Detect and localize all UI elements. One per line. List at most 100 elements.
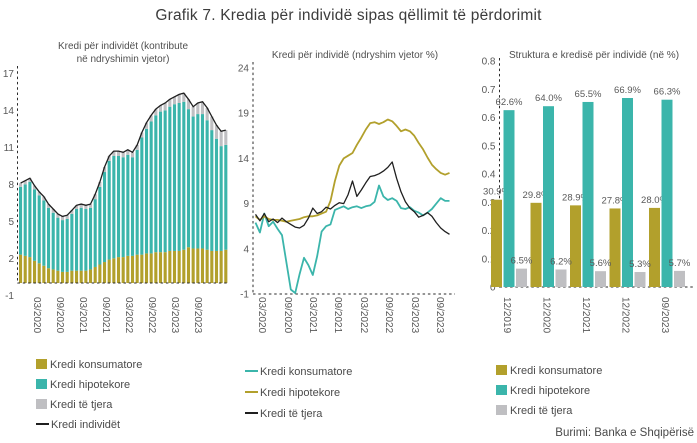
- svg-text:8: 8: [8, 180, 14, 191]
- bar-value-label: 5.6%: [590, 258, 612, 269]
- legend-label: Kredi individët: [51, 419, 121, 431]
- svg-text:12/2019: 12/2019: [501, 297, 512, 334]
- svg-text:0: 0: [490, 283, 496, 294]
- left-chart-total-line: [20, 92, 226, 218]
- figure-title: Grafik 7. Kredia për individë sipas qëll…: [155, 7, 542, 24]
- mortgage-swatch-icon: [496, 385, 507, 395]
- right-chart-legend: Kredi konsumatore Kredi hipotekore Kredi…: [496, 361, 602, 421]
- svg-text:09/2023: 09/2023: [434, 297, 445, 334]
- svg-text:09/2022: 09/2022: [146, 297, 157, 334]
- svg-text:12/2021: 12/2021: [580, 297, 591, 334]
- consumer-swatch-icon: [36, 359, 47, 369]
- legend-label: Kredi të tjera: [510, 405, 573, 417]
- right-chart-title: Struktura e kredisë për individë (në %): [508, 50, 680, 61]
- svg-text:03/2022: 03/2022: [123, 297, 134, 334]
- bar-value-label: 66.9%: [614, 85, 641, 96]
- bar-value-label: 27.8%: [602, 195, 629, 206]
- svg-text:0.2: 0.2: [482, 226, 496, 237]
- svg-text:24: 24: [238, 64, 250, 75]
- bar-value-label: 5.7%: [669, 258, 691, 269]
- bar-value-label: 66.3%: [654, 87, 681, 98]
- legend-item: Kredi hipotekore: [36, 375, 142, 395]
- svg-text:03/2021: 03/2021: [307, 297, 318, 334]
- svg-text:03/2023: 03/2023: [169, 297, 180, 334]
- svg-text:5: 5: [8, 217, 14, 228]
- svg-text:11: 11: [4, 143, 15, 154]
- right-chart: 0.8 0.7 0.6 0.5 0.4 0.3 0.2 0.1 0 12/2019 12/2020 1…: [482, 57, 693, 334]
- bar-value-label: 5.3%: [629, 259, 651, 270]
- mortgage-line-icon: [245, 391, 258, 393]
- source-note: Burimi: Banka e Shqipërisë: [555, 427, 694, 439]
- middle-chart: 24 19 14 9 4 -1 03/2020 09/2020 03/2021 09/2021 03…: [238, 62, 455, 334]
- legend-item: Kredi individët: [36, 415, 142, 435]
- legend-label: Kredi konsumatore: [50, 359, 143, 371]
- bar-value-label: 29.8%: [523, 190, 550, 201]
- other-swatch-icon: [496, 405, 507, 415]
- svg-text:09/2020: 09/2020: [282, 297, 293, 334]
- legend-label: Kredi konsumatore: [510, 365, 603, 377]
- svg-text:03/2021: 03/2021: [77, 297, 88, 334]
- svg-text:12/2020: 12/2020: [541, 297, 552, 334]
- total-line-icon: [36, 423, 49, 425]
- svg-text:14: 14: [238, 154, 250, 165]
- other-swatch-icon: [36, 399, 47, 409]
- svg-text:0.3: 0.3: [482, 198, 496, 209]
- legend-item: Kredi konsumatore: [36, 355, 142, 375]
- legend-label: Kredi hipotekore: [260, 387, 341, 399]
- middle-chart-line-2: [254, 161, 450, 235]
- legend-item: Kredi hipotekore: [496, 381, 602, 401]
- consumer-line-icon: [245, 370, 258, 372]
- legend-item: Kredi konsumatore: [245, 362, 352, 383]
- bar-value-label: 6.5%: [511, 256, 533, 267]
- svg-text:09/2020: 09/2020: [54, 297, 65, 334]
- svg-text:0.5: 0.5: [482, 141, 496, 152]
- bar-value-label: 64.0%: [535, 93, 562, 104]
- svg-text:0.1: 0.1: [482, 254, 496, 265]
- svg-text:09/2022: 09/2022: [383, 297, 394, 334]
- svg-text:0.8: 0.8: [482, 57, 496, 68]
- bar-value-label: 28.9%: [562, 192, 589, 203]
- svg-text:03/2020: 03/2020: [31, 297, 42, 334]
- svg-text:-1: -1: [5, 291, 14, 302]
- middle-chart-title: Kredi për individë (ndryshim vjetor %): [271, 50, 439, 61]
- svg-text:19: 19: [238, 109, 250, 120]
- left-chart-title: Kredi për individët (kontribute në ndrys…: [57, 41, 189, 65]
- middle-chart-legend: Kredi konsumatore Kredi hipotekore Kredi…: [245, 362, 352, 425]
- legend-item: Kredi të tjera: [496, 401, 602, 421]
- middle-chart-line-1: [254, 118, 450, 223]
- legend-label: Kredi të tjera: [260, 408, 323, 420]
- bar-value-label: 6.2%: [550, 256, 572, 267]
- legend-item: Kredi konsumatore: [496, 361, 602, 381]
- legend-label: Kredi hipotekore: [50, 379, 131, 391]
- svg-text:09/2021: 09/2021: [332, 297, 343, 334]
- svg-text:09/2021: 09/2021: [100, 297, 111, 334]
- bar-value-label: 62.6%: [496, 97, 523, 108]
- left-chart-legend: Kredi konsumatore Kredi hipotekore Kredi…: [36, 355, 142, 435]
- legend-label: Kredi hipotekore: [510, 385, 591, 397]
- svg-text:14: 14: [3, 106, 15, 117]
- legend-item: Kredi të tjera: [245, 404, 352, 425]
- svg-text:17: 17: [3, 69, 15, 80]
- svg-text:9: 9: [243, 199, 249, 210]
- left-chart-bars: [19, 93, 228, 283]
- svg-text:09/2023: 09/2023: [659, 297, 670, 334]
- legend-label: Kredi konsumatore: [260, 366, 353, 378]
- svg-text:03/2020: 03/2020: [256, 297, 267, 334]
- svg-text:0.4: 0.4: [482, 170, 496, 181]
- right-chart-series-2: 6.5% 6.2% 5.6% 5.3% 5.7%: [511, 256, 691, 287]
- svg-text:12/2022: 12/2022: [620, 297, 631, 334]
- legend-item: Kredi të tjera: [36, 395, 142, 415]
- svg-text:03/2023: 03/2023: [409, 297, 420, 334]
- mortgage-swatch-icon: [36, 379, 47, 389]
- svg-text:03/2022: 03/2022: [358, 297, 369, 334]
- right-chart-series-1: 62.6% 64.0% 65.5% 66.9% 66.3%: [496, 85, 681, 288]
- svg-text:2: 2: [8, 254, 14, 265]
- other-line-icon: [245, 412, 258, 414]
- svg-text:0.6: 0.6: [482, 113, 496, 124]
- middle-chart-line-0: [254, 184, 450, 295]
- right-chart-series-0: 30.9% 29.8% 28.9% 27.8% 28.0%: [483, 187, 669, 287]
- bar-value-label: 30.9%: [483, 187, 510, 198]
- bar-value-label: 65.5%: [575, 89, 602, 100]
